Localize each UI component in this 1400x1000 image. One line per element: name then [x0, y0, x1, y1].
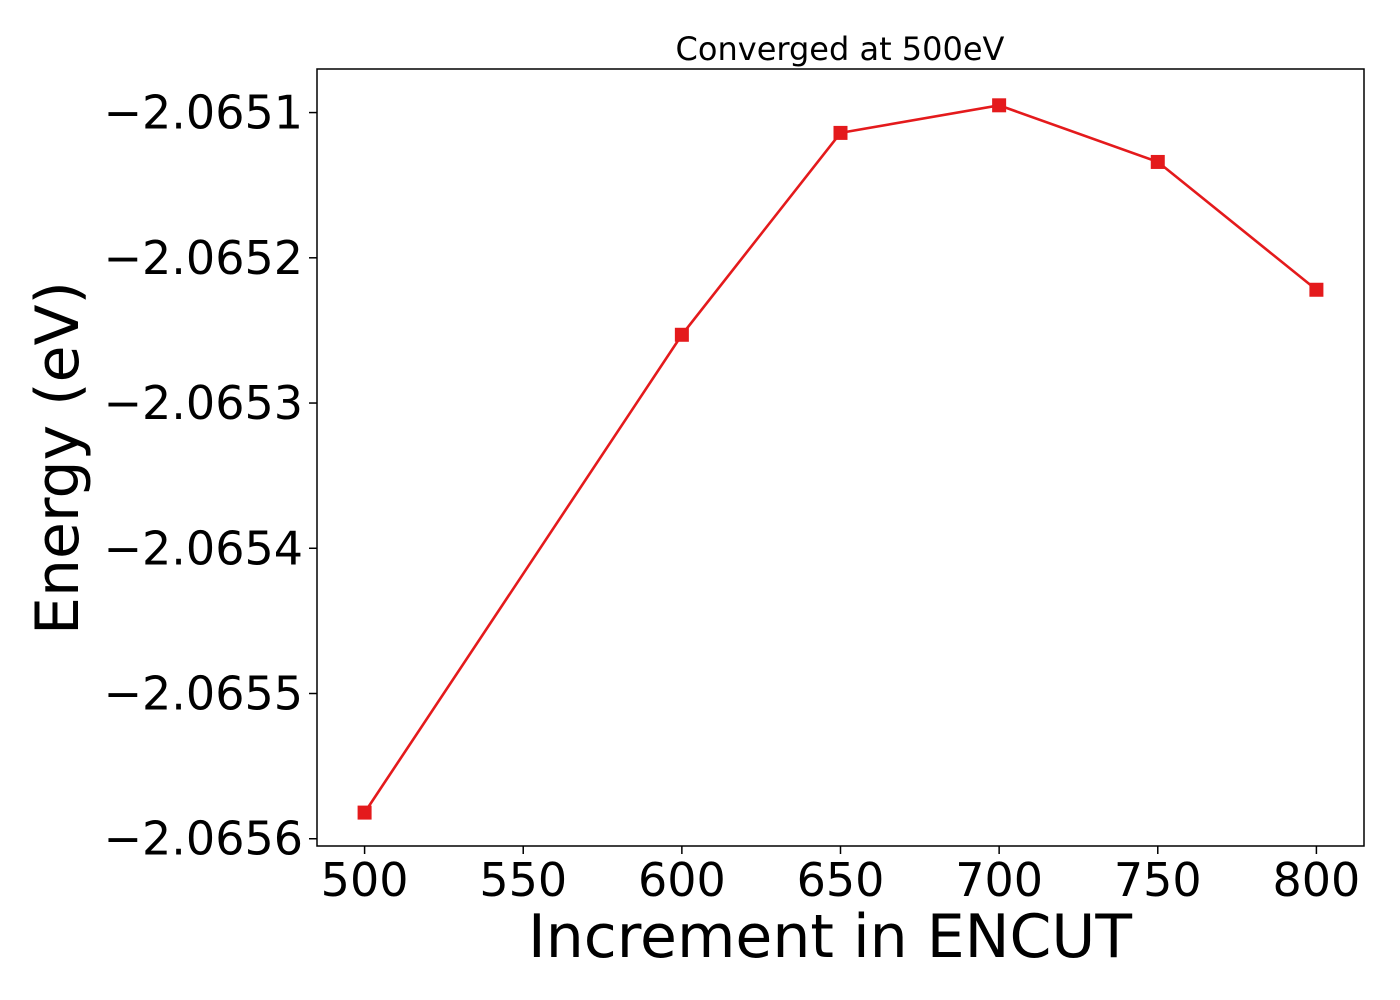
data-point: [992, 98, 1007, 113]
data-point: [357, 805, 372, 820]
y-axis-label: Energy (eV): [23, 281, 93, 635]
y-tick-label: −2.0652: [104, 231, 304, 285]
series-line: [363, 103, 1318, 814]
data-point: [674, 327, 689, 342]
data-point: [1309, 282, 1324, 297]
x-tick-label: 500: [321, 853, 409, 907]
x-axis-label: Increment in ENCUT: [528, 902, 1132, 972]
x-tick-label: 750: [1114, 853, 1202, 907]
y-tick-label: −2.0651: [104, 86, 304, 140]
y-tick-label: −2.0655: [104, 667, 304, 721]
y-tick-label: −2.0656: [104, 812, 304, 866]
data-point: [1150, 154, 1165, 169]
x-axis-ticks: 500 550 600 650 700 750 800: [321, 846, 1361, 907]
data-point: [833, 125, 848, 140]
plot-frame: [316, 68, 1365, 847]
y-axis-ticks: −2.0656 −2.0655 −2.0654 −2.0653 −2.0652 −2.06…: [104, 86, 317, 866]
x-tick-label: 600: [638, 853, 726, 907]
y-tick-label: −2.0654: [104, 521, 304, 575]
x-tick-label: 650: [797, 853, 885, 907]
chart-title: Converged at 500eV: [676, 30, 1005, 68]
x-tick-label: 800: [1273, 853, 1361, 907]
y-tick-label: −2.0653: [104, 376, 304, 430]
series-layer: [357, 98, 1324, 820]
x-tick-label: 550: [479, 853, 567, 907]
x-tick-label: 700: [955, 853, 1043, 907]
